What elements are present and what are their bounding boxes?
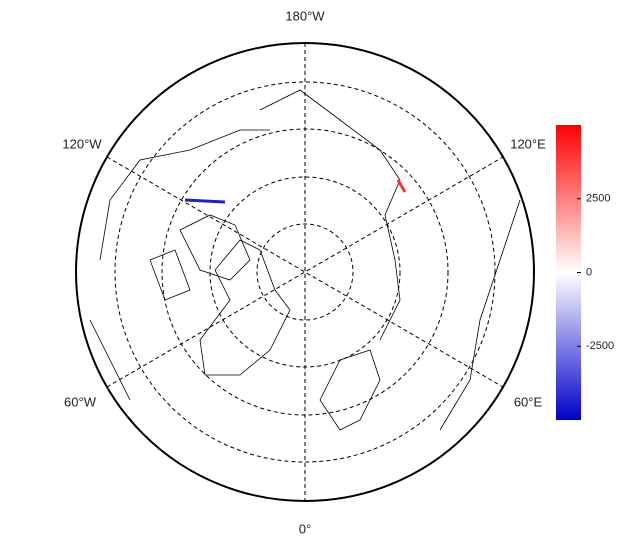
lon-label: 60°E [514,394,543,409]
lon-label: 120°W [62,136,102,151]
map-disc [76,43,534,501]
greenland [199,239,291,376]
colorbar: -2500 0 2500 [556,125,614,420]
graticule [256,223,354,321]
colorbar-tick-label: 2500 [586,193,610,205]
lon-label: 180°W [285,8,325,23]
map-border [75,42,535,502]
map-body [76,43,534,501]
canada-islands [149,214,251,301]
lon-labels: 180°W 120°W 120°E 60°W 60°E 0° [62,8,546,536]
colorbar-scale [556,125,581,420]
meridian [106,156,504,388]
graticule [114,81,496,463]
colorbar-tick-label: -2500 [586,340,614,352]
river-highlight [184,198,226,204]
lon-label: 120°E [510,136,546,151]
eurasia-coast [259,89,521,431]
river-highlight [396,179,407,193]
lon-label: 60°W [64,394,97,409]
meridian [106,156,504,388]
colorbar-tick-label: 0 [586,266,592,278]
lon-label: 0° [299,521,311,536]
north-america-coast [89,129,270,401]
